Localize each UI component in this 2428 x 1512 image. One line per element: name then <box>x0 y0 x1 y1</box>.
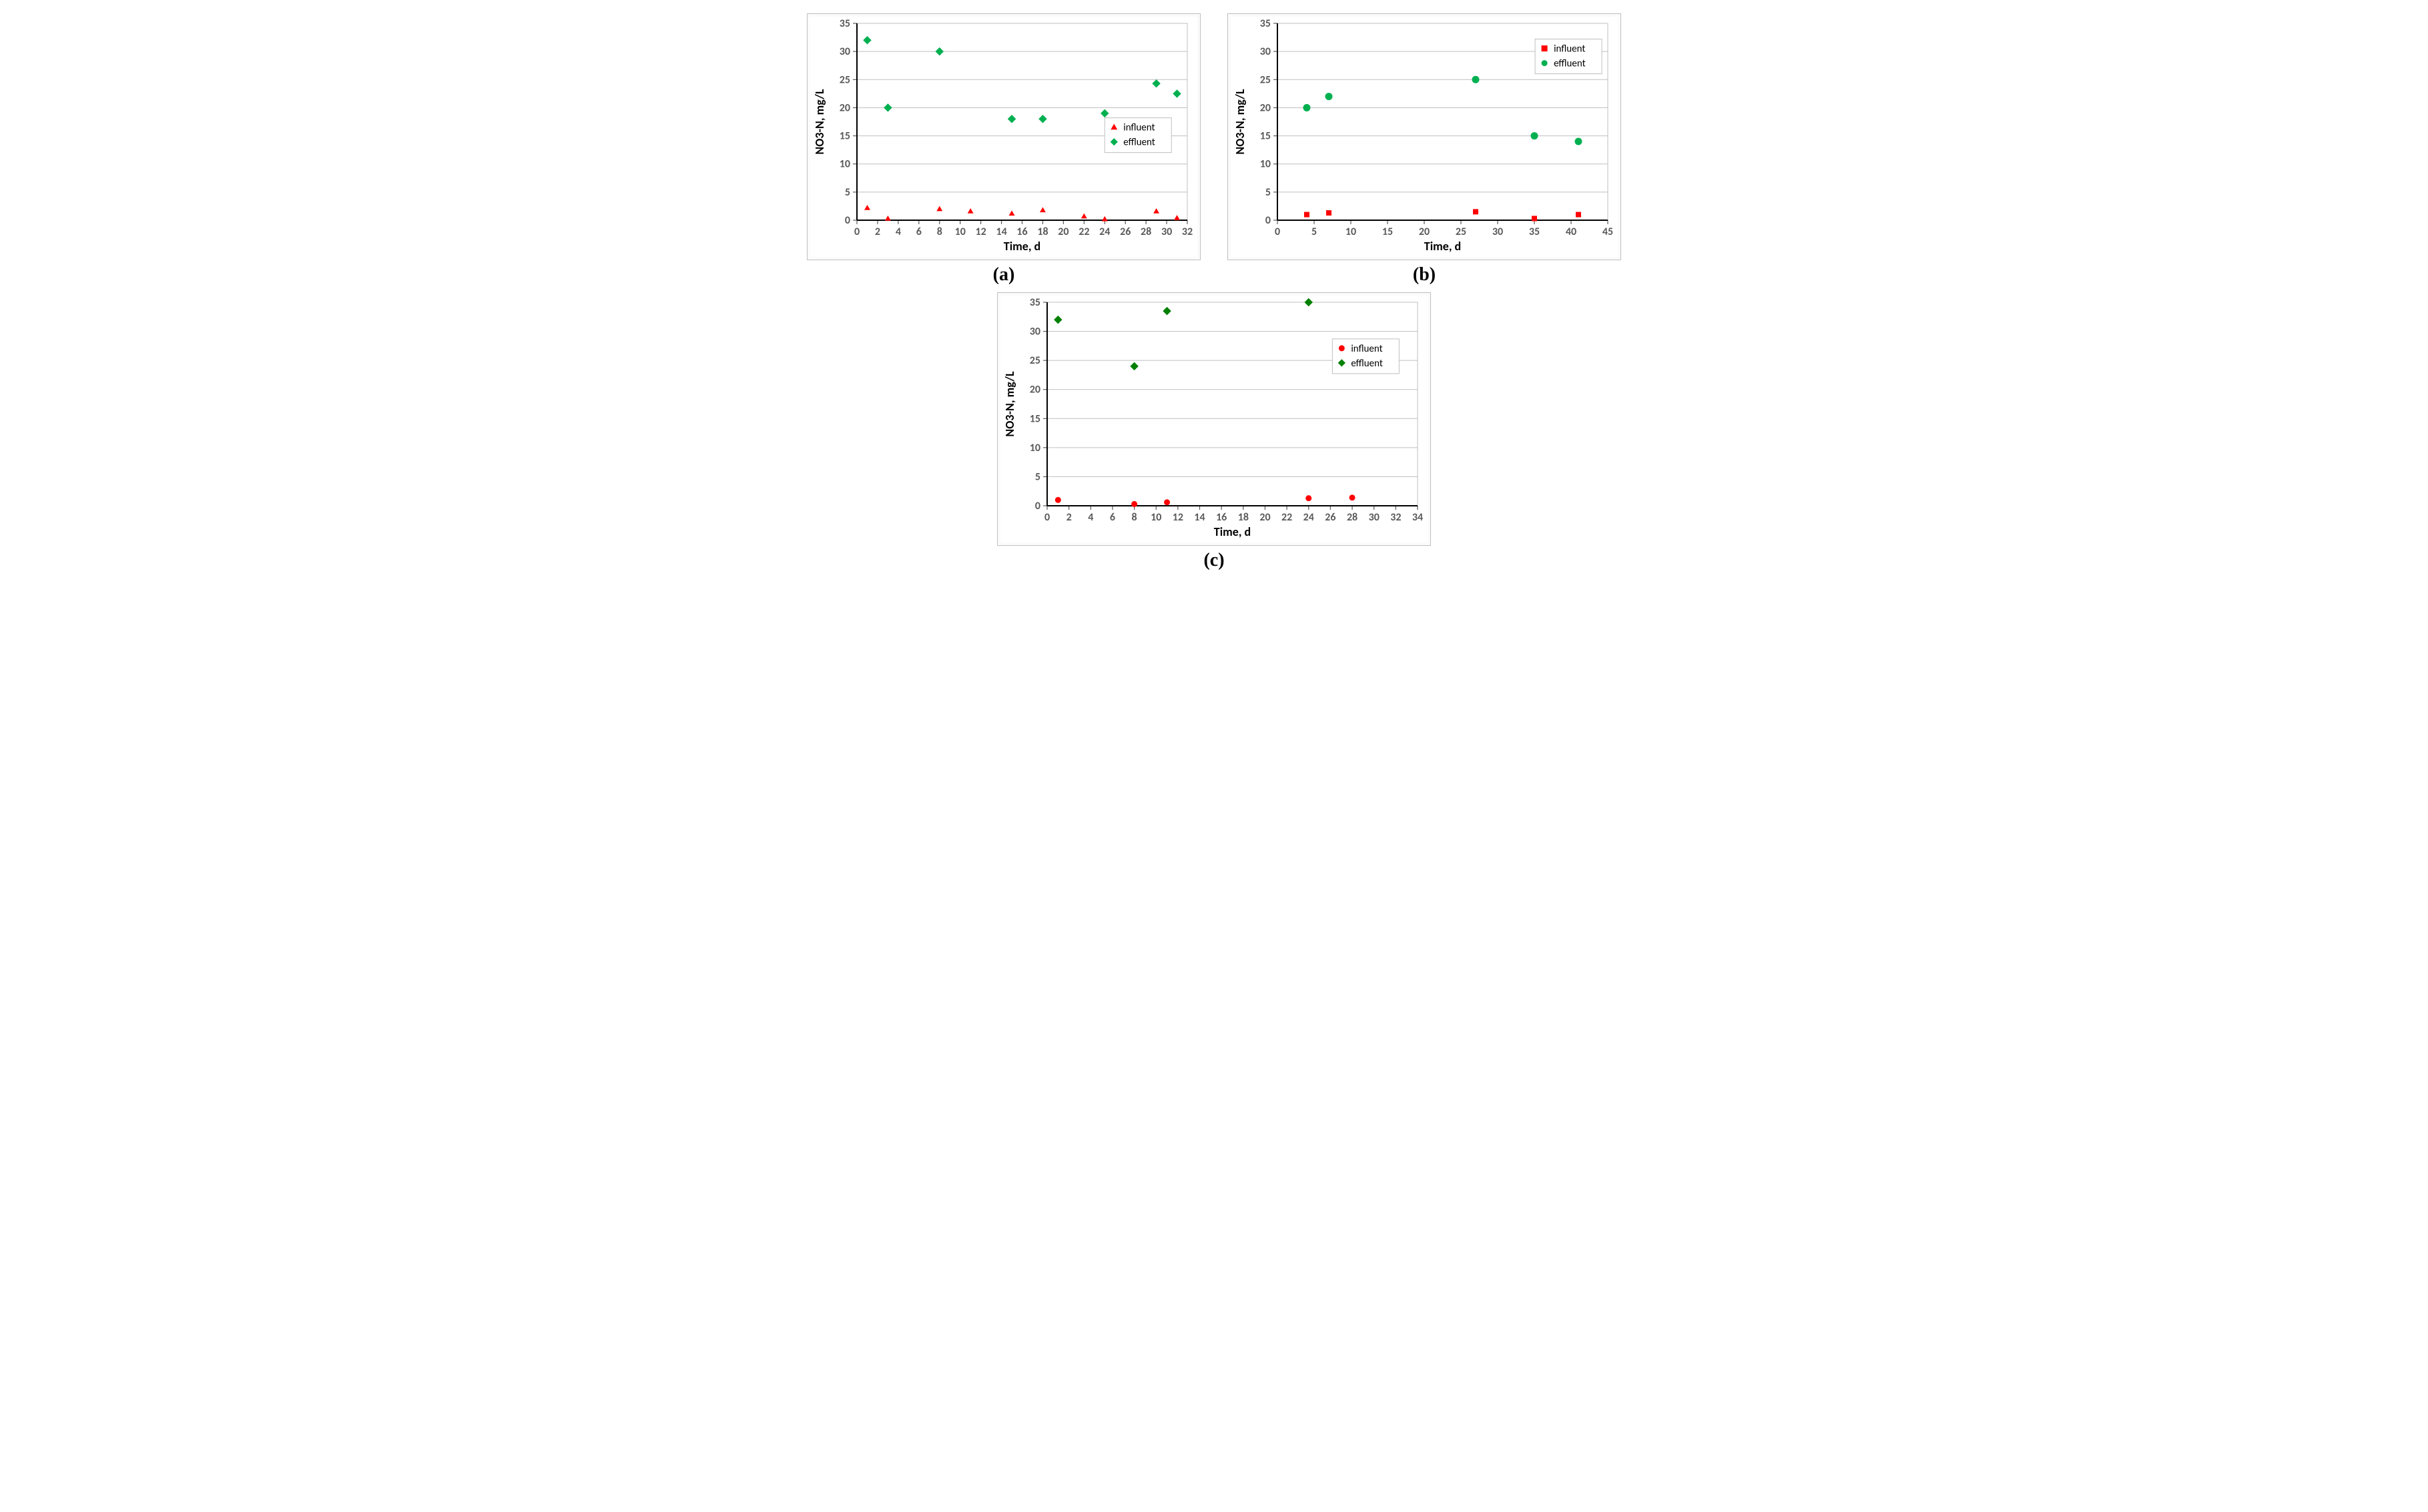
svg-text:10: 10 <box>955 226 966 238</box>
panel-a-border: 0510152025303502468101214161820222426283… <box>807 13 1201 260</box>
svg-text:35: 35 <box>1030 296 1040 309</box>
svg-text:14: 14 <box>996 226 1006 238</box>
svg-text:5: 5 <box>1265 186 1271 199</box>
svg-text:14: 14 <box>1194 511 1205 524</box>
svg-text:30: 30 <box>1161 226 1172 238</box>
svg-text:25: 25 <box>1260 73 1271 86</box>
svg-text:influent: influent <box>1554 43 1585 55</box>
svg-text:24: 24 <box>1303 511 1314 524</box>
chart-b: 0 5 10 15 20 25 30 35 0 5 10 15 20 25 30 35 40 45 Time, d N… <box>1231 17 1618 257</box>
svg-text:10: 10 <box>1151 511 1161 524</box>
svg-text:5: 5 <box>845 186 850 199</box>
svg-text:30: 30 <box>840 45 850 58</box>
svg-text:25: 25 <box>1030 354 1040 367</box>
svg-text:2: 2 <box>1067 511 1072 524</box>
svg-text:28: 28 <box>1347 511 1357 524</box>
svg-text:15: 15 <box>1382 226 1393 238</box>
svg-text:NO3-N, mg/L: NO3-N, mg/L <box>1002 371 1017 437</box>
svg-text:25: 25 <box>1456 226 1466 238</box>
panel-b-border: 0 5 10 15 20 25 30 35 0 5 10 15 20 25 30 35 40 45 Time, d N… <box>1227 13 1621 260</box>
svg-text:6: 6 <box>916 226 922 238</box>
svg-text:25: 25 <box>840 73 850 86</box>
svg-text:35: 35 <box>1529 226 1540 238</box>
svg-text:20: 20 <box>1260 101 1271 114</box>
panel-a-label: (a) <box>993 264 1015 286</box>
svg-text:32: 32 <box>1182 226 1193 238</box>
svg-text:20: 20 <box>1058 226 1069 238</box>
svg-text:0: 0 <box>1035 500 1040 512</box>
svg-text:effluent: effluent <box>1123 137 1155 149</box>
svg-text:0: 0 <box>1275 226 1280 238</box>
svg-text:15: 15 <box>840 130 850 143</box>
svg-text:18: 18 <box>1037 226 1048 238</box>
svg-text:4: 4 <box>1088 511 1093 524</box>
svg-text:22: 22 <box>1079 226 1089 238</box>
svg-text:10: 10 <box>1030 442 1040 454</box>
svg-text:26: 26 <box>1120 226 1131 238</box>
svg-text:15: 15 <box>1260 130 1271 143</box>
figure-grid: 0510152025303502468101214161820222426283… <box>13 13 2415 571</box>
svg-text:8: 8 <box>1132 511 1137 524</box>
svg-text:20: 20 <box>840 101 850 114</box>
svg-text:NO3-N, mg/L: NO3-N, mg/L <box>1233 89 1247 155</box>
svg-text:Time, d: Time, d <box>1214 524 1251 539</box>
svg-text:0: 0 <box>1044 511 1050 524</box>
svg-text:effluent: effluent <box>1554 58 1586 70</box>
panel-b-wrap: 0 5 10 15 20 25 30 35 0 5 10 15 20 25 30 35 40 45 Time, d N… <box>1227 13 1621 286</box>
panel-c-border: 0510152025303502468101214161820222426283… <box>997 292 1431 546</box>
panel-c-wrap: 0510152025303502468101214161820222426283… <box>997 292 1431 571</box>
svg-text:10: 10 <box>840 158 850 171</box>
svg-text:6: 6 <box>1110 511 1115 524</box>
svg-text:12: 12 <box>976 226 986 238</box>
svg-text:4: 4 <box>896 226 901 238</box>
chart-a: 0510152025303502468101214161820222426283… <box>810 17 1197 257</box>
svg-text:12: 12 <box>1173 511 1183 524</box>
svg-text:20: 20 <box>1419 226 1430 238</box>
svg-text:10: 10 <box>1345 226 1356 238</box>
svg-text:16: 16 <box>1216 511 1227 524</box>
svg-text:0: 0 <box>1265 214 1271 227</box>
svg-text:35: 35 <box>840 17 850 30</box>
svg-text:Time, d: Time, d <box>1004 239 1040 254</box>
svg-text:28: 28 <box>1141 226 1151 238</box>
panel-a-wrap: 0510152025303502468101214161820222426283… <box>807 13 1201 286</box>
svg-text:15: 15 <box>1030 412 1040 425</box>
svg-text:5: 5 <box>1311 226 1317 238</box>
svg-text:18: 18 <box>1238 511 1249 524</box>
svg-text:20: 20 <box>1259 511 1270 524</box>
svg-text:22: 22 <box>1281 511 1292 524</box>
panel-b-label: (b) <box>1413 264 1436 286</box>
svg-text:24: 24 <box>1099 226 1110 238</box>
svg-text:30: 30 <box>1030 326 1040 338</box>
svg-text:30: 30 <box>1492 226 1503 238</box>
panel-c-label: (c) <box>1203 550 1224 571</box>
svg-text:0: 0 <box>845 214 850 227</box>
chart-c: 0510152025303502468101214161820222426283… <box>1000 296 1428 542</box>
svg-text:30: 30 <box>1369 511 1380 524</box>
svg-text:45: 45 <box>1602 226 1613 238</box>
svg-text:30: 30 <box>1260 45 1271 58</box>
svg-text:influent: influent <box>1123 122 1155 134</box>
svg-text:34: 34 <box>1412 511 1423 524</box>
svg-text:8: 8 <box>937 226 942 238</box>
svg-text:16: 16 <box>1016 226 1027 238</box>
svg-text:0: 0 <box>854 226 860 238</box>
svg-text:26: 26 <box>1325 511 1335 524</box>
svg-text:NO3-N, mg/L: NO3-N, mg/L <box>812 89 827 155</box>
svg-text:32: 32 <box>1390 511 1401 524</box>
svg-text:10: 10 <box>1260 158 1271 171</box>
svg-text:2: 2 <box>875 226 880 238</box>
svg-text:40: 40 <box>1566 226 1576 238</box>
svg-text:effluent: effluent <box>1351 358 1383 370</box>
svg-text:35: 35 <box>1260 17 1271 30</box>
svg-text:5: 5 <box>1035 470 1040 483</box>
svg-text:20: 20 <box>1030 384 1040 396</box>
svg-text:Time, d: Time, d <box>1424 239 1461 254</box>
svg-text:influent: influent <box>1351 343 1382 355</box>
top-row: 0510152025303502468101214161820222426283… <box>13 13 2415 286</box>
